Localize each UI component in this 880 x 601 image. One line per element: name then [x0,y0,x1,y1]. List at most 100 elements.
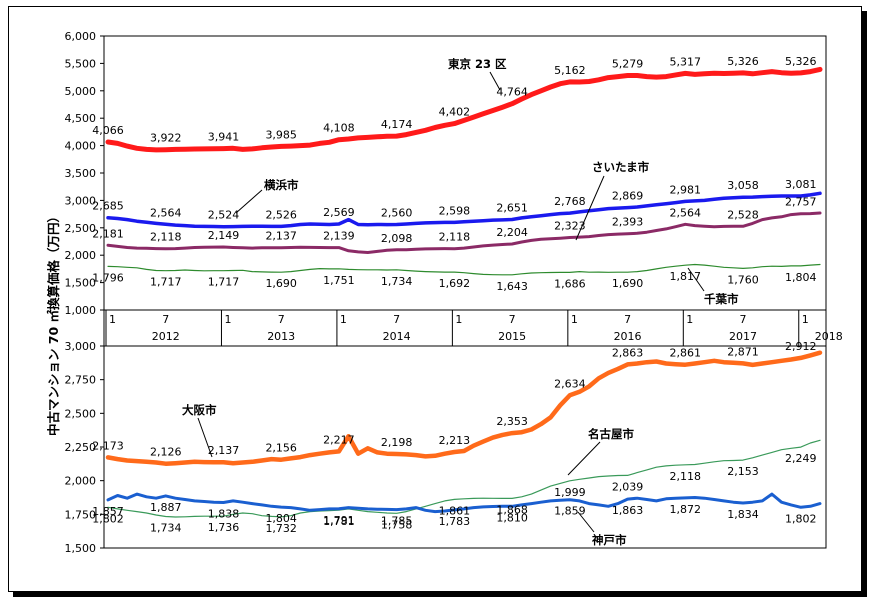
data-label-saitama: 2,181 [92,227,124,240]
data-label-chiba: 1,690 [265,277,297,290]
data-label-tokyo: 5,326 [785,55,817,68]
data-label-nagoya: 2,249 [785,452,817,465]
data-label-nagoya: 2,153 [727,465,759,478]
data-label-yokohama: 2,598 [439,204,471,217]
month-tick-label: 7 [393,313,400,326]
data-label-osaka: 2,353 [496,415,528,428]
data-label-saitama: 2,393 [612,216,644,229]
y-tick-label: 4,000 [65,140,97,153]
data-label-chiba: 1,717 [150,276,182,289]
data-label-tokyo: 4,108 [323,122,355,135]
data-label-yokohama: 2,569 [323,206,355,219]
data-label-yokohama: 2,869 [612,190,644,203]
data-label-nagoya: 2,118 [670,470,702,483]
y-tick-label: 5,500 [65,57,97,70]
data-label-osaka: 2,871 [727,345,759,358]
data-label-osaka: 2,156 [265,442,297,455]
data-label-kobe: 1,802 [785,512,817,525]
data-label-nagoya: 1,736 [208,521,240,534]
series-name-kobe: 神戸市 [592,533,627,547]
data-label-kobe: 1,863 [612,504,644,517]
year-label: 2017 [729,330,757,343]
month-tick-label: 1 [571,313,578,326]
month-tick-label: 7 [740,313,747,326]
month-tick-label: 7 [624,313,631,326]
data-label-nagoya: 1,861 [439,504,471,517]
data-label-chiba: 1,796 [92,271,124,284]
data-label-saitama: 2,528 [727,208,759,221]
series-line-chiba [107,263,821,276]
data-label-chiba: 1,817 [670,270,702,283]
month-tick-label: 7 [162,313,169,326]
month-tick-label: 1 [224,313,231,326]
data-label-nagoya: 1,781 [323,515,355,528]
data-label-saitama: 2,137 [265,230,297,243]
plot-area-top [103,35,827,311]
data-label-yokohama: 3,081 [785,178,817,191]
data-label-chiba: 1,804 [785,271,817,284]
chart-axes: 1,000 1,500 2,000 2,500 3,000 3,500 4,000 4,500… [65,30,843,555]
data-label-kobe: 1,838 [208,507,240,520]
data-label-nagoya: 1,732 [265,522,297,535]
y-tick-label: 1,500 [65,542,97,555]
series-name-yokohama: 横浜市 [264,178,299,192]
data-label-chiba: 1,690 [612,277,644,290]
chart-series [105,66,823,518]
year-label: 2013 [267,330,295,343]
series-name-osaka: 大阪市 [182,403,217,417]
data-label-osaka: 2,634 [554,377,586,390]
data-label-osaka: 2,861 [670,347,702,360]
month-tick-label: 1 [802,313,809,326]
y-tick-label: 2,000 [65,249,97,262]
data-label-nagoya: 1,999 [554,486,586,499]
data-label-saitama: 2,149 [208,229,240,242]
year-label: 2015 [498,330,526,343]
data-label-tokyo: 4,174 [381,118,413,131]
month-tick-label: 1 [455,313,462,326]
data-label-chiba: 1,734 [381,275,413,288]
data-label-chiba: 1,760 [727,273,759,286]
data-label-saitama: 2,204 [496,226,528,239]
series-line-nagoya [107,439,821,518]
y-tick-label: 3,000 [65,340,97,353]
leader-line-kobe [577,511,595,533]
data-label-yokohama: 2,564 [150,206,182,219]
data-label-chiba: 1,717 [208,276,240,289]
data-label-tokyo: 5,326 [727,55,759,68]
y-tick-label: 5,000 [65,85,97,98]
data-label-saitama: 2,118 [439,231,471,244]
leader-line-tokyo [489,71,501,91]
data-label-chiba: 1,692 [439,277,471,290]
series-line-saitama [106,211,822,254]
data-label-chiba: 1,643 [496,280,528,293]
data-label-tokyo: 3,941 [208,131,240,144]
data-label-tokyo: 5,279 [612,58,644,71]
y-tick-label: 1,750 [65,508,97,521]
leader-line-osaka [197,417,213,458]
data-label-kobe: 1,785 [381,515,413,528]
y-tick-label: 2,000 [65,475,97,488]
data-label-tokyo: 3,922 [150,132,182,145]
data-label-chiba: 1,686 [554,277,586,290]
data-label-osaka: 2,137 [208,444,240,457]
data-label-tokyo: 4,402 [439,106,471,119]
data-label-osaka: 2,217 [323,433,355,446]
time-axis-band [103,309,827,347]
y-tick-label: 2,250 [65,441,97,454]
month-tick-label: 7 [509,313,516,326]
y-axis-label: 中古マンション 70 ㎡換算価格（万円） [46,210,61,436]
data-label-yokohama: 2,651 [496,202,528,215]
series-line-yokohama [106,191,822,229]
data-label-yokohama: 3,058 [727,179,759,192]
month-tick-label: 1 [686,313,693,326]
data-label-kobe: 1,783 [439,515,471,528]
month-tick-label: 1 [109,313,116,326]
data-label-kobe: 1,887 [150,501,182,514]
data-label-saitama: 2,118 [150,231,182,244]
data-label-nagoya: 1,758 [381,518,413,531]
year-label: 2016 [614,330,642,343]
data-label-tokyo: 4,066 [92,124,124,137]
data-label-yokohama: 2,981 [670,183,702,196]
year-label: 2012 [152,330,180,343]
